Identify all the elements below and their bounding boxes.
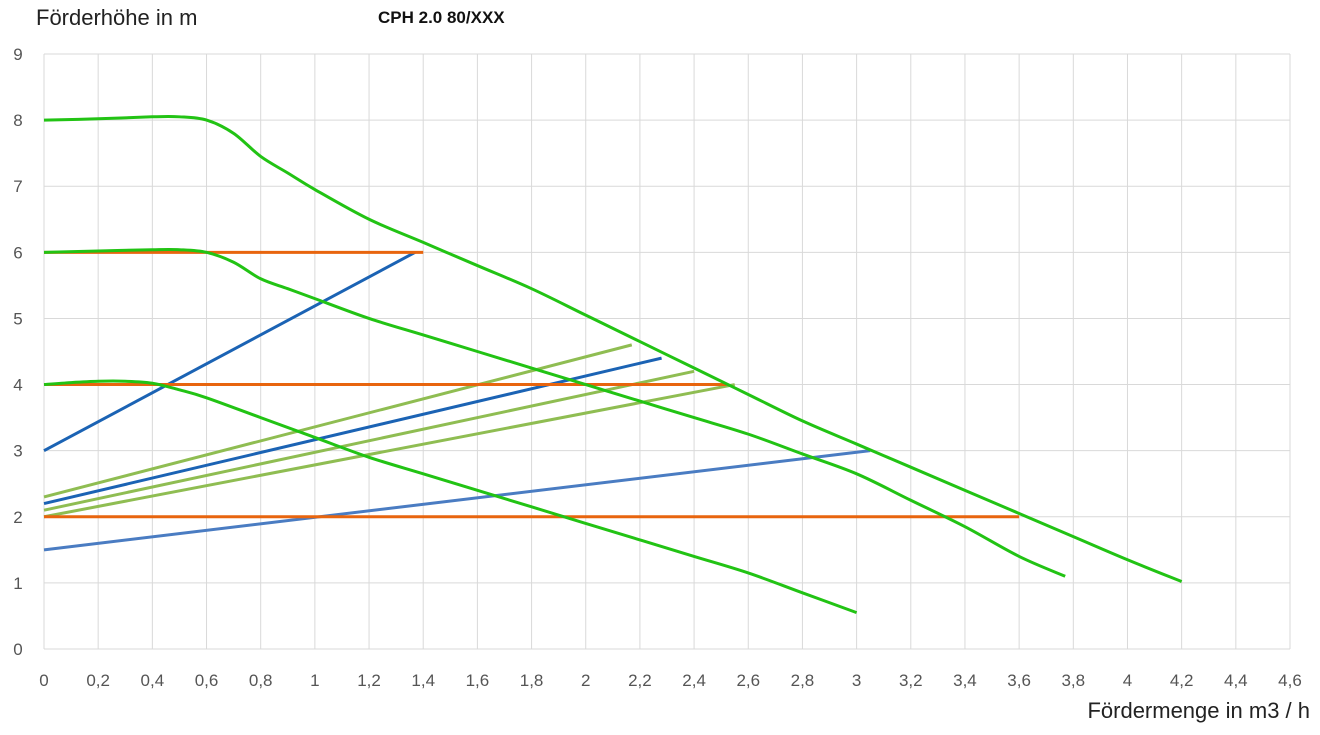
x-tick-label: 3 — [852, 671, 861, 690]
x-tick-label: 4 — [1123, 671, 1132, 690]
x-tick-label: 3,8 — [1061, 671, 1085, 690]
proportional-pressure-line-light — [43, 383, 735, 519]
x-tick-label: 4,4 — [1224, 671, 1248, 690]
y-tick-label: 9 — [13, 45, 22, 64]
proportional-pressure-line — [43, 251, 416, 452]
x-tick-label: 2 — [581, 671, 590, 690]
y-tick-label: 3 — [13, 442, 22, 461]
x-tick-label: 3,4 — [953, 671, 977, 690]
x-tick-label: 0,6 — [195, 671, 219, 690]
x-tick-label: 2,6 — [736, 671, 760, 690]
y-axis-label: Förderhöhe in m — [36, 5, 198, 30]
x-tick-label: 2,8 — [791, 671, 815, 690]
proportional-pressure-line-light — [43, 369, 695, 512]
x-tick-label: 0,4 — [141, 671, 165, 690]
y-tick-label: 5 — [13, 309, 22, 328]
x-tick-label: 4,2 — [1170, 671, 1194, 690]
y-tick-label: 0 — [13, 640, 22, 659]
series-group — [43, 114, 1183, 615]
y-tick-label: 2 — [13, 508, 22, 527]
x-axis-label: Fördermenge in m3 / h — [1087, 698, 1310, 723]
pump-curve-line — [43, 379, 858, 615]
x-tick-label: 2,4 — [682, 671, 706, 690]
x-tick-label: 3,2 — [899, 671, 923, 690]
pump-curve-line — [43, 114, 1183, 583]
y-tick-label: 4 — [13, 376, 22, 395]
pump-curve-line — [43, 247, 1066, 578]
x-tick-label: 1,8 — [520, 671, 544, 690]
y-tick-label: 7 — [13, 177, 22, 196]
x-tick-label: 4,6 — [1278, 671, 1302, 690]
x-tick-label: 0 — [39, 671, 48, 690]
chart-title: CPH 2.0 80/XXX — [378, 8, 505, 27]
x-tick-label: 1 — [310, 671, 319, 690]
x-tick-label: 0,2 — [86, 671, 110, 690]
x-tick-label: 1,2 — [357, 671, 381, 690]
x-tick-label: 2,2 — [628, 671, 652, 690]
y-tick-label: 6 — [13, 243, 22, 262]
y-tick-label: 8 — [13, 111, 22, 130]
y-tick-labels: 0 1 2 3 4 5 6 7 8 9 — [13, 45, 22, 659]
x-tick-label: 0,8 — [249, 671, 273, 690]
proportional-pressure-line — [43, 356, 662, 506]
grid — [43, 53, 1291, 650]
x-tick-label: 1,6 — [466, 671, 490, 690]
x-tick-labels: 0 0,2 0,4 0,6 0,8 1 1,2 1,4 1,6 1,8 2 2,2 2,4 2,6 2,8 3… — [39, 671, 1302, 690]
system-curve-line — [43, 449, 871, 552]
x-tick-label: 1,4 — [411, 671, 435, 690]
y-tick-label: 1 — [13, 574, 22, 593]
x-tick-label: 3,6 — [1007, 671, 1031, 690]
